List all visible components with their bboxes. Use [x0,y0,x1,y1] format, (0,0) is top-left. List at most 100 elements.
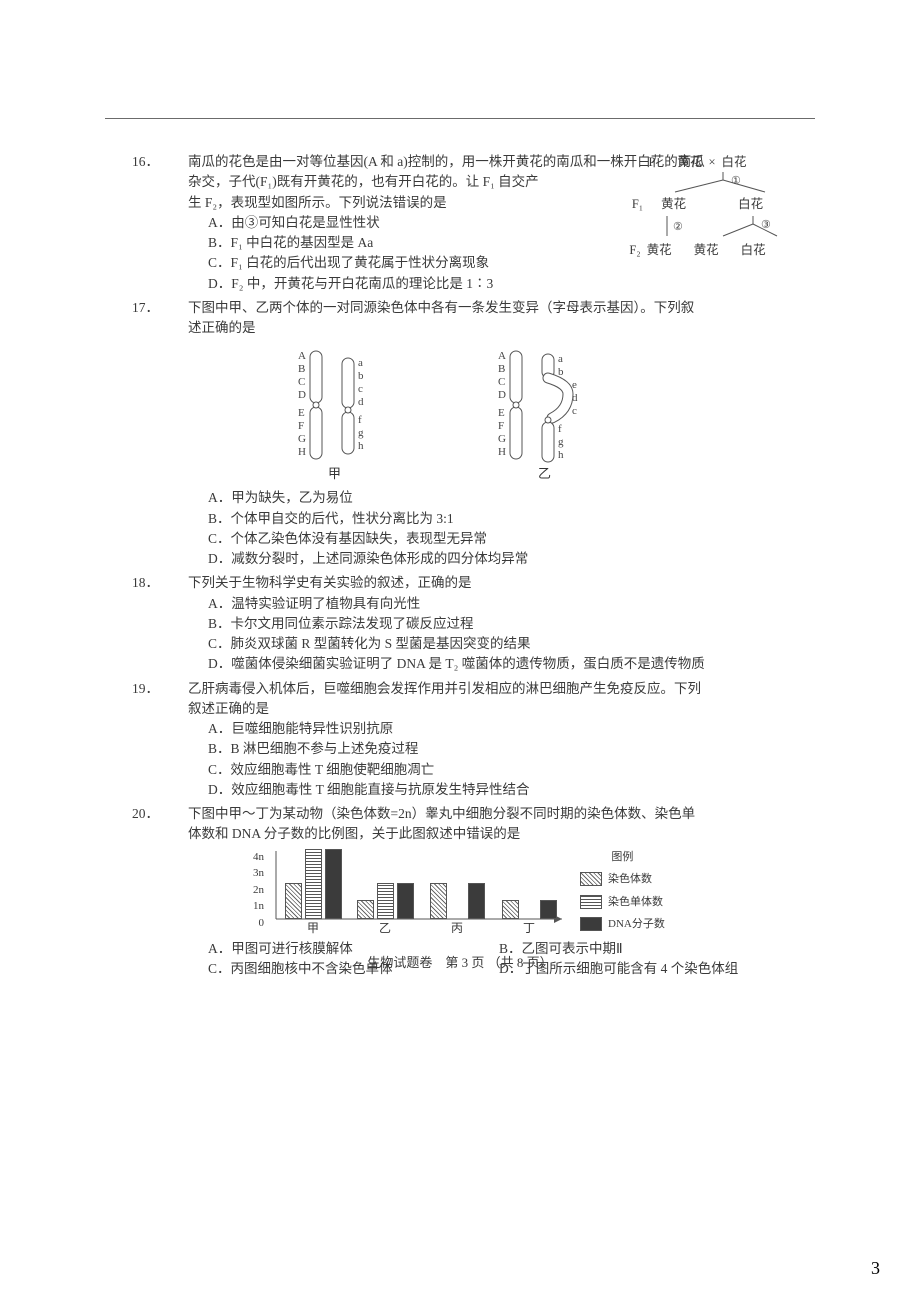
q17-C: C．个体乙染色体没有基因缺失，表现型无异常 [208,529,780,549]
y-axis-labels: 4n 3n 2n 1n 0 [240,849,264,919]
svg-text:D: D [498,389,506,401]
q19-stem: 19．乙肝病毒侵入机体后，巨噬细胞会发挥作用并引发相应的淋巴细胞产生免疫反应。下… [160,679,780,699]
ytick-3n: 3n [240,865,264,882]
q18-stem: 下列关于生物科学史有关实验的叙述，正确的是 [188,575,472,590]
chart-canvas: 甲 乙 丙 [274,849,564,937]
svg-text:f: f [558,423,562,435]
q18-B: B．卡尔文用同位素示踪法发现了碳反应过程 [208,614,780,634]
svg-text:B: B [298,363,305,375]
bar-jia-chrom [285,883,302,919]
q20-bar-chart: 4n 3n 2n 1n 0 [240,849,780,937]
q18-A: A．温特实验证明了植物具有向光性 [208,594,780,614]
svg-text:C: C [498,376,505,388]
legend-title: 图例 [580,849,665,866]
q19-A: A．巨噬细胞能特异性识别抗原 [208,719,780,739]
q18-options: A．温特实验证明了植物具有向光性 B．卡尔文用同位素示踪法发现了碳反应过程 C．… [160,594,780,675]
svg-text:g: g [358,427,364,439]
F1-white: 白花 [738,195,763,214]
circ-2: ② [673,221,683,233]
q17-A: A．甲为缺失，乙为易位 [208,488,780,508]
sw-dna [580,917,602,931]
q19-stem-b: 叙述正确的是 [160,699,780,719]
bar-jia-dna [325,849,342,919]
svg-text:a: a [358,357,363,369]
legend-dna: DNA分子数 [608,916,665,933]
exam-page: 16．南瓜的花色是由一对等位基因(A 和 a)控制的，用一株开黄花的南瓜和一株开… [0,0,920,1302]
group-ding [500,900,558,919]
q19-stem-a: 乙肝病毒侵入机体后，巨噬细胞会发挥作用并引发相应的淋巴细胞产生免疫反应。下列 [188,681,701,696]
svg-text:b: b [358,370,364,382]
svg-text:F: F [298,420,304,432]
svg-text:a: a [558,353,563,365]
q18-stem-line: 18．下列关于生物科学史有关实验的叙述，正确的是 [160,573,780,593]
q17-chromosome-figures: ABCD EFGH abcd fgh 甲 [280,344,780,484]
circ-1: ① [731,175,741,187]
q19-num: 19． [160,679,188,699]
bar-jia-sister [305,849,322,919]
svg-text:G: G [298,433,306,445]
gen-F1-label: F₁ [632,195,643,214]
question-19: 19．乙肝病毒侵入机体后，巨噬细胞会发挥作用并引发相应的淋巴细胞产生免疫反应。下… [160,679,780,801]
q20-stem-b: 体数和 DNA 分子数的比例图，关于此图叙述中错误的是 [160,824,780,844]
q16-cross-diagram: P 黄花 × 白花 ① F₁ 黄花 白花 [605,152,790,260]
group-yi [356,883,414,919]
bar-yi-sister [377,883,394,919]
q20-stem-a: 下图中甲～丁为某动物（染色体数=2n）睾丸中细胞分裂不同时期的染色体数、染色单 [188,806,695,821]
svg-text:E: E [498,407,505,419]
F2-3: 白花 [741,241,766,260]
page-number: 3 [871,1255,880,1282]
q18-C: C．肺炎双球菌 R 型菌转化为 S 型菌是基因突变的结果 [208,634,780,654]
q19-options: A．巨噬细胞能特异性识别抗原 B．B 淋巴细胞不参与上述免疫过程 C．效应细胞毒… [160,719,780,800]
q17-stem: 17．下图中甲、乙两个体的一对同源染色体中各有一条发生变异（字母表示基因）。下列… [160,298,780,318]
F1-yellow: 黄花 [661,195,686,214]
chrom-jia: ABCD EFGH abcd fgh 甲 [280,344,420,484]
cap-yi: 乙 [538,466,551,481]
svg-text:e: e [572,379,577,391]
bar-yi-dna [397,883,414,919]
svg-text:d: d [358,396,364,408]
label-bing: 丙 [428,919,486,937]
bar-ding-chrom [502,900,519,919]
svg-text:D: D [298,389,306,401]
sw-sister [580,895,602,909]
q18-D: D．噬菌体侵染细菌实验证明了 DNA 是 T₂ 噬菌体的遗传物质，蛋白质不是遗传… [208,654,780,674]
F2-2: 黄花 [694,241,719,260]
question-18: 18．下列关于生物科学史有关实验的叙述，正确的是 A．温特实验证明了植物具有向光… [160,573,780,674]
ytick-0: 0 [240,915,264,932]
P-yellow: 黄花 [677,153,702,172]
q20-stem: 20．下图中甲～丁为某动物（染色体数=2n）睾丸中细胞分裂不同时期的染色体数、染… [160,804,780,824]
arrow-f1-f2: ② ③ [605,214,790,240]
svg-text:H: H [498,446,506,458]
cross-x: × [708,153,715,172]
ytick-2n: 2n [240,882,264,899]
svg-text:A: A [498,350,506,362]
page-footer: 生物试题卷 第 3 页 （共 8 页） [0,953,920,973]
bar-ding-dna [540,900,557,919]
q18-num: 18． [160,573,188,593]
top-rule [105,118,815,119]
label-yi: 乙 [356,919,414,937]
arrow-p-f1: ① [605,172,790,194]
q17-stem-b: 述正确的是 [160,318,780,338]
q16-D: D．F₂ 中，开黄花与开白花南瓜的理论比是 1∶3 [208,274,780,294]
sw-chrom [580,872,602,886]
svg-text:b: b [558,366,564,378]
bar-bing-chrom [430,883,447,919]
svg-text:A: A [298,350,306,362]
group-bing [428,883,486,919]
svg-text:G: G [498,433,506,445]
q17-B: B．个体甲自交的后代，性状分离比为 3:1 [208,509,780,529]
circ-3: ③ [761,219,771,231]
gen-P-label: P [648,153,655,172]
ytick-4n: 4n [240,849,264,866]
bar-yi-chrom [357,900,374,919]
svg-text:B: B [498,363,505,375]
svg-text:h: h [558,449,564,461]
svg-text:E: E [298,407,305,419]
svg-text:F: F [498,420,504,432]
label-ding: 丁 [500,919,558,937]
chart-legend: 图例 染色体数 染色单体数 DNA分子数 [580,849,665,933]
svg-text:c: c [572,405,577,417]
ytick-1n: 1n [240,898,264,915]
q17-D: D．减数分裂时，上述同源染色体形成的四分体均异常 [208,549,780,569]
